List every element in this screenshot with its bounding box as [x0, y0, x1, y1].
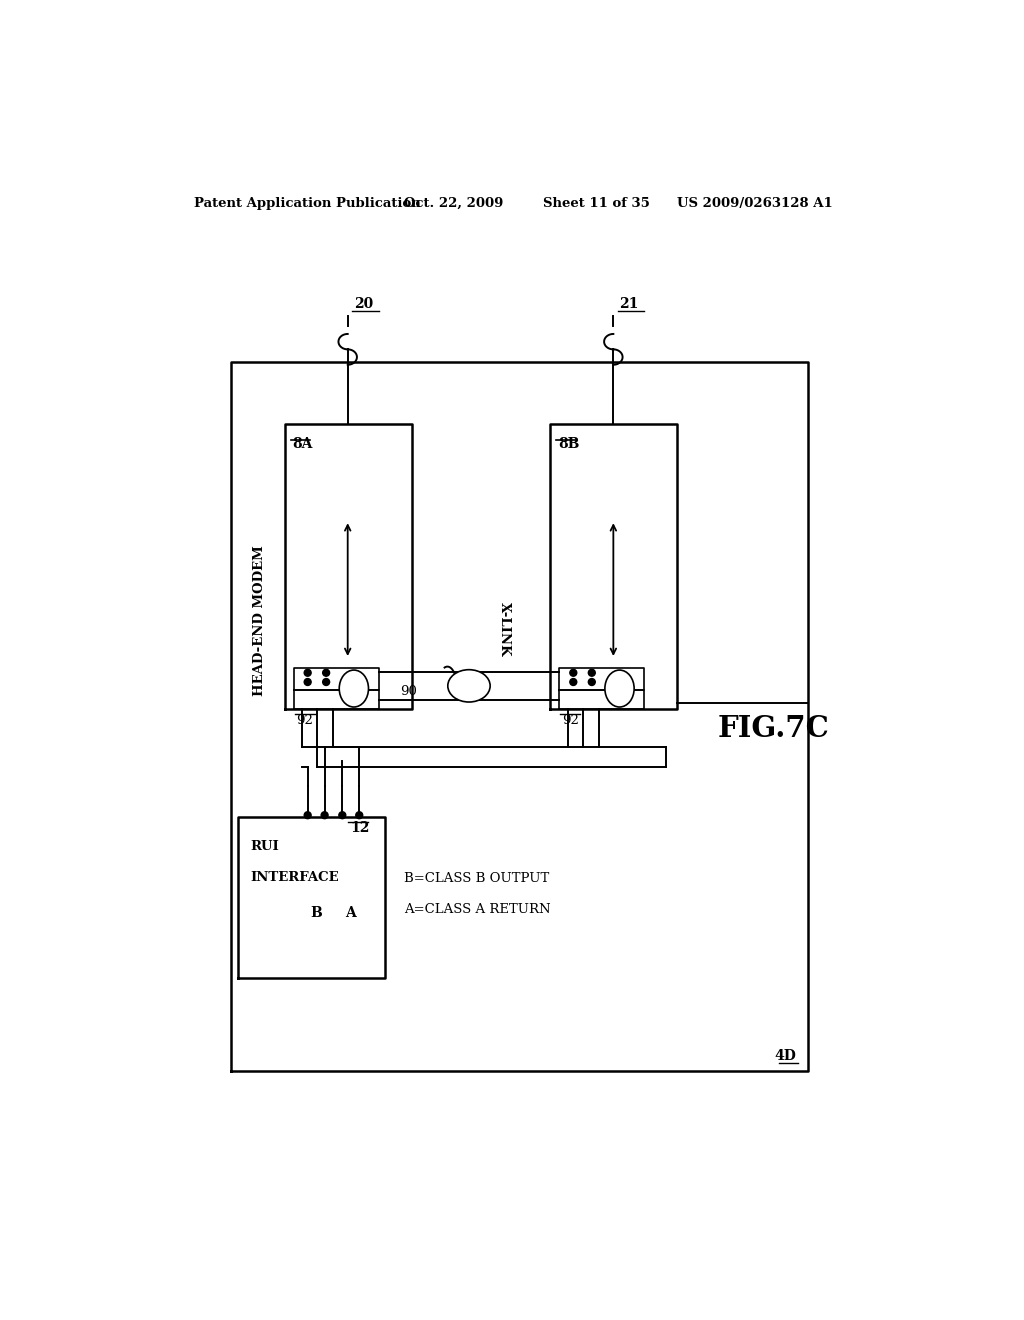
Ellipse shape	[447, 669, 490, 702]
Circle shape	[339, 812, 346, 818]
Text: 20: 20	[354, 297, 373, 312]
Text: FIG.7C: FIG.7C	[718, 714, 829, 743]
Text: B=CLASS B OUTPUT: B=CLASS B OUTPUT	[403, 871, 549, 884]
Text: 92: 92	[562, 714, 579, 727]
Circle shape	[304, 669, 311, 676]
Text: X-LINK: X-LINK	[499, 602, 511, 656]
Text: INTERFACE: INTERFACE	[250, 871, 339, 883]
Text: 12: 12	[350, 821, 370, 834]
Text: Oct. 22, 2009: Oct. 22, 2009	[403, 197, 503, 210]
Text: US 2009/0263128 A1: US 2009/0263128 A1	[677, 197, 833, 210]
Circle shape	[589, 669, 595, 676]
Ellipse shape	[339, 671, 369, 708]
Text: A: A	[345, 906, 356, 920]
Text: 90: 90	[400, 685, 417, 698]
Text: Sheet 11 of 35: Sheet 11 of 35	[543, 197, 649, 210]
Circle shape	[323, 669, 330, 676]
Text: 21: 21	[620, 297, 639, 312]
Text: B: B	[310, 906, 322, 920]
Circle shape	[569, 669, 577, 676]
Circle shape	[323, 678, 330, 685]
Circle shape	[304, 678, 311, 685]
Circle shape	[569, 678, 577, 685]
Text: A=CLASS A RETURN: A=CLASS A RETURN	[403, 903, 551, 916]
Circle shape	[589, 678, 595, 685]
Text: 8A: 8A	[292, 437, 312, 451]
Text: 4D: 4D	[775, 1049, 797, 1063]
Circle shape	[304, 812, 311, 818]
Text: RUI: RUI	[250, 840, 279, 853]
Text: 8B: 8B	[558, 437, 580, 451]
Text: 92: 92	[296, 714, 313, 727]
Text: HEAD-END MODEM: HEAD-END MODEM	[253, 545, 265, 696]
Ellipse shape	[605, 671, 634, 708]
Circle shape	[355, 812, 362, 818]
Text: Patent Application Publication: Patent Application Publication	[194, 197, 421, 210]
Circle shape	[322, 812, 328, 818]
